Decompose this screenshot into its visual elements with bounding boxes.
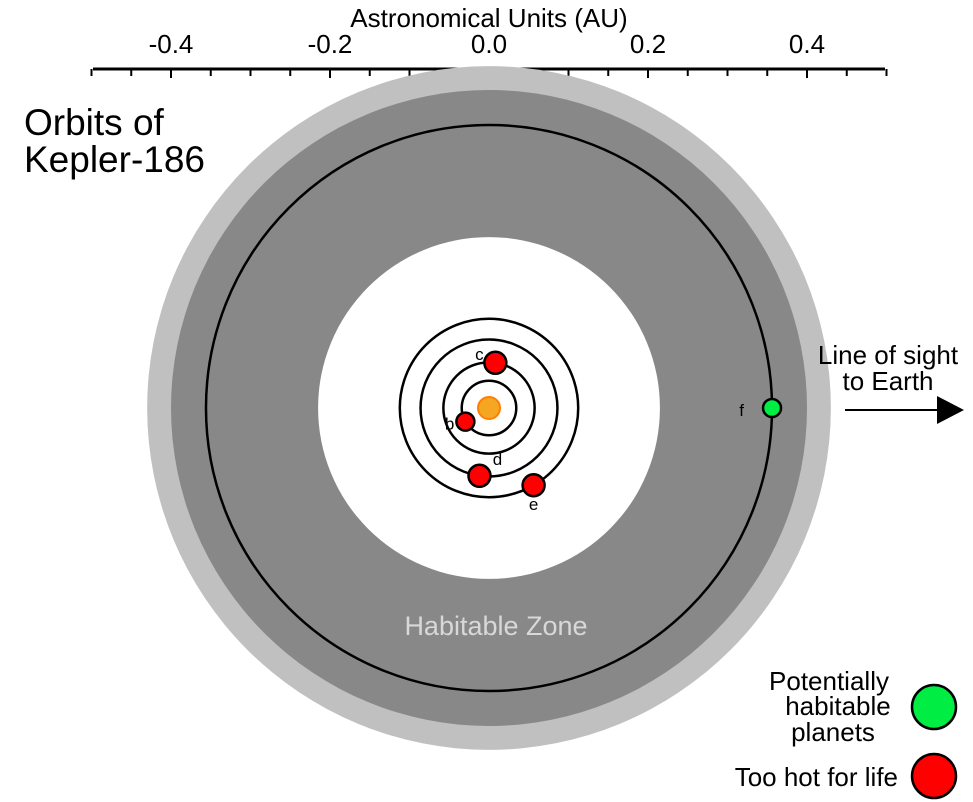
line-of-sight: Line of sight to Earth (818, 340, 964, 424)
planet-label-f: f (739, 401, 744, 420)
planet-e (521, 472, 546, 498)
line-of-sight-arrow-head-icon (937, 396, 964, 424)
planet-label-d: d (493, 450, 502, 469)
planet-b (455, 411, 476, 432)
axis-tick-label: 0.2 (630, 29, 666, 59)
legend-hot-swatch-icon (910, 752, 958, 800)
diagram-title-line1: Orbits of (24, 102, 165, 143)
au-axis: -0.4 -0.2 0.0 0.2 0.4 Astronomical Units (AU… (90, 3, 888, 78)
legend: Potentially habitable planets Too hot fo… (735, 666, 958, 800)
legend-habitable-label-line3: planets (791, 717, 875, 747)
axis-tick-label: -0.4 (149, 29, 194, 59)
line-of-sight-label-line2: to Earth (842, 366, 933, 396)
legend-habitable-label-line2: habitable (785, 691, 891, 721)
planet-label-c: c (475, 345, 484, 364)
legend-habitable-swatch-icon (910, 683, 958, 731)
axis-title: Astronomical Units (AU) (350, 3, 627, 33)
planet-d (467, 463, 492, 489)
planet-f (761, 397, 783, 419)
star (477, 396, 501, 420)
legend-hot-label: Too hot for life (735, 762, 898, 792)
planet-c (483, 350, 508, 376)
habitable-zone-label: Habitable Zone (404, 611, 587, 641)
axis-tick-label: 0.4 (789, 29, 825, 59)
axis-tick-label: -0.2 (308, 29, 353, 59)
orbit-b (460, 379, 518, 437)
planets: b c d e f (445, 345, 783, 514)
planet-label-e: e (529, 495, 538, 514)
legend-habitable-label-line1: Potentially (769, 666, 889, 696)
axis-tick-label: 0.0 (471, 29, 507, 59)
star-icon (477, 396, 501, 420)
axis-tick-labels: -0.4 -0.2 0.0 0.2 0.4 (149, 29, 825, 59)
line-of-sight-label-line1: Line of sight (818, 340, 959, 370)
orbit-e (398, 317, 580, 499)
diagram-title-line2: Kepler-186 (24, 139, 205, 180)
planet-label-b: b (445, 415, 454, 434)
